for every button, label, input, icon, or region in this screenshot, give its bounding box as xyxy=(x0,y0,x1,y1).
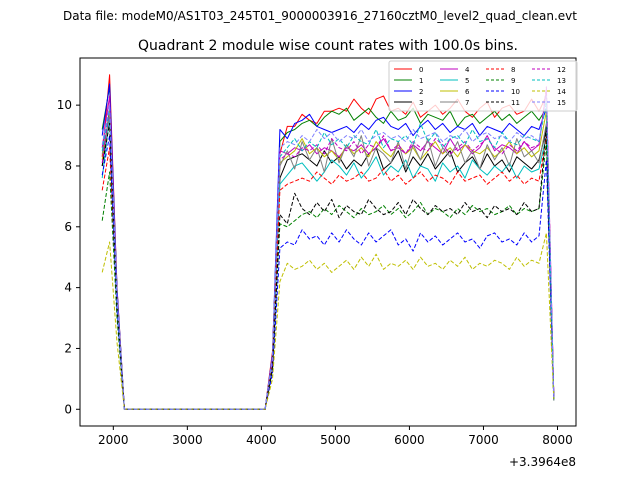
series-group xyxy=(101,74,555,410)
x-tick-label: 3000 xyxy=(172,433,203,447)
axes-frame xyxy=(79,57,577,427)
y-tick-label: 0 xyxy=(64,402,72,416)
legend-label-5: 5 xyxy=(465,77,469,85)
legend-label-14: 14 xyxy=(557,88,566,96)
y-tick-label: 6 xyxy=(64,220,72,234)
x-tick-label: 2000 xyxy=(98,433,129,447)
x-tick-label: 6000 xyxy=(394,433,425,447)
x-tick-label: 4000 xyxy=(246,433,277,447)
y-tick-label: 2 xyxy=(64,341,72,355)
legend-label-10: 10 xyxy=(511,88,520,96)
legend-label-6: 6 xyxy=(465,88,470,96)
suptitle: Data file: modeM0/AS1T03_245T01_90000039… xyxy=(63,9,577,23)
x-offset-label: +3.3964e8 xyxy=(509,455,576,469)
series-line-15 xyxy=(101,95,555,410)
legend-label-0: 0 xyxy=(419,66,423,74)
legend-label-7: 7 xyxy=(465,99,469,107)
legend-label-13: 13 xyxy=(557,77,566,85)
x-axis: 2000 3000 4000 5000 6000 7000 8000 xyxy=(98,426,573,447)
series-line-11 xyxy=(101,122,555,410)
legend-label-12: 12 xyxy=(557,66,566,74)
legend-label-1: 1 xyxy=(419,77,423,85)
legend-label-15: 15 xyxy=(557,99,566,107)
y-tick-label: 8 xyxy=(64,159,72,173)
legend-label-8: 8 xyxy=(511,66,515,74)
chart-title: Quadrant 2 module wise count rates with … xyxy=(138,38,518,54)
legend-label-2: 2 xyxy=(419,88,423,96)
x-tick-label: 8000 xyxy=(542,433,573,447)
x-tick-label: 5000 xyxy=(320,433,351,447)
series-line-9 xyxy=(101,141,555,410)
legend-label-9: 9 xyxy=(511,77,515,85)
legend-label-11: 11 xyxy=(511,99,520,107)
y-tick-label: 10 xyxy=(57,98,72,112)
legend-box xyxy=(388,60,578,112)
y-tick-label: 4 xyxy=(64,281,72,295)
legend-label-4: 4 xyxy=(465,66,470,74)
y-axis: 0 2 4 6 8 10 xyxy=(57,98,80,416)
legend-label-3: 3 xyxy=(419,99,423,107)
x-tick-label: 7000 xyxy=(468,433,499,447)
